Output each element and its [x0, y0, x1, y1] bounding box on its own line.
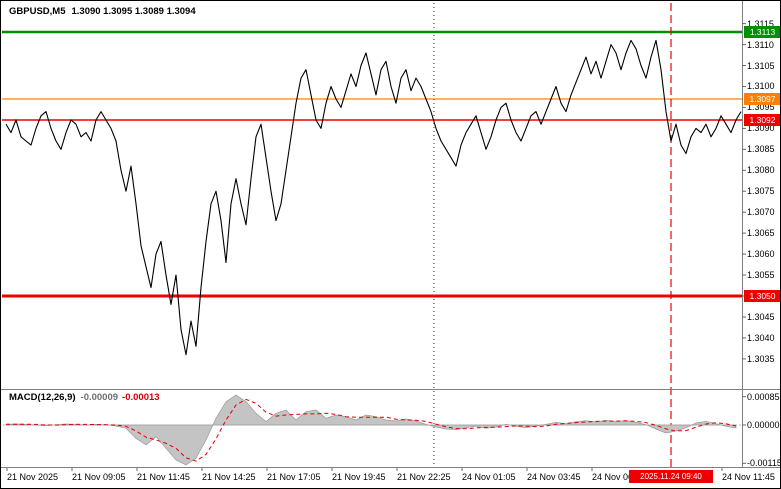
- price-scale-label: 1.3045: [747, 311, 775, 322]
- event-time-badge: 2025.11.24 09:40: [629, 470, 713, 483]
- time-scale-label: 21 Nov 22:25: [397, 472, 451, 482]
- price-scale-label: 1.3040: [747, 332, 775, 343]
- price-scale-label: 1.3115: [747, 18, 774, 29]
- price-scale[interactable]: 1.3115 1.3110 1.3105 1.3100 1.3095 1.3090 1.30…: [743, 1, 781, 469]
- price-scale-label: 1.3060: [747, 249, 775, 260]
- time-scale-label: 21 Nov 2025: [7, 472, 59, 482]
- time-scale-label: 21 Nov 19:45: [332, 472, 386, 482]
- macd-signal-value: -0.00013: [122, 392, 160, 403]
- symbol-ohlc-label: GBPUSD,M5 1.3090 1.3095 1.3089 1.3094: [9, 6, 196, 17]
- macd-indicator-label: MACD(12,26,9) -0.00009 -0.00013: [9, 392, 160, 403]
- time-scale-label: 21 Nov 14:25: [202, 472, 256, 482]
- macd-scale-label: 0.00000: [747, 420, 780, 430]
- time-scale-label: 21 Nov 17:05: [267, 472, 321, 482]
- macd-name: MACD(12,26,9): [9, 392, 76, 403]
- price-scale-label: 1.3055: [747, 270, 775, 281]
- price-level-badge: 1.3097: [744, 93, 780, 106]
- price-scale-label: 1.3095: [747, 102, 775, 113]
- macd-histogram: [5, 394, 737, 466]
- macd-value: -0.00009: [80, 392, 119, 403]
- ohlc-values: 1.3090 1.3095 1.3089 1.3094: [71, 6, 196, 17]
- time-scale[interactable]: 21 Nov 2025 21 Nov 09:05 21 Nov 11:45 21 No…: [1, 468, 780, 488]
- price-scale-label: 1.3070: [747, 207, 775, 218]
- price-level-badge: 1.3092: [744, 114, 780, 126]
- time-scale-label: 24 Nov 03:45: [527, 472, 581, 482]
- time-scale-label: 24 Nov 06:25: [592, 472, 646, 482]
- macd-scale-label: 0.00085: [747, 391, 780, 402]
- price-level-badge: 1.3050: [744, 290, 780, 302]
- time-scale-label: 24 Nov 01:05: [462, 472, 516, 482]
- price-series-line: [5, 39, 742, 356]
- price-scale-label: 1.3110: [747, 39, 774, 50]
- price-scale-label: 1.3075: [747, 186, 775, 197]
- macd-scale-label: -0.00115: [747, 458, 781, 469]
- time-scale-label: 21 Nov 09:05: [72, 472, 126, 482]
- price-scale-label: 1.3090: [747, 123, 775, 134]
- time-scale-label: 21 Nov 11:45: [137, 472, 190, 482]
- macd-signal-line: [5, 398, 737, 462]
- price-scale-label: 1.3100: [747, 81, 775, 92]
- price-scale-label: 1.3085: [747, 144, 775, 155]
- price-scale-label: 1.3035: [747, 353, 775, 364]
- price-scale-label: 1.3105: [747, 60, 775, 71]
- price-scale-label: 1.3065: [747, 228, 775, 239]
- time-scale-label: 24 Nov 11:45: [722, 472, 775, 482]
- price-scale-label: 1.3080: [747, 165, 775, 176]
- price-level-badge: 1.3113: [744, 26, 780, 38]
- symbol-name: GBPUSD,M5: [9, 6, 66, 17]
